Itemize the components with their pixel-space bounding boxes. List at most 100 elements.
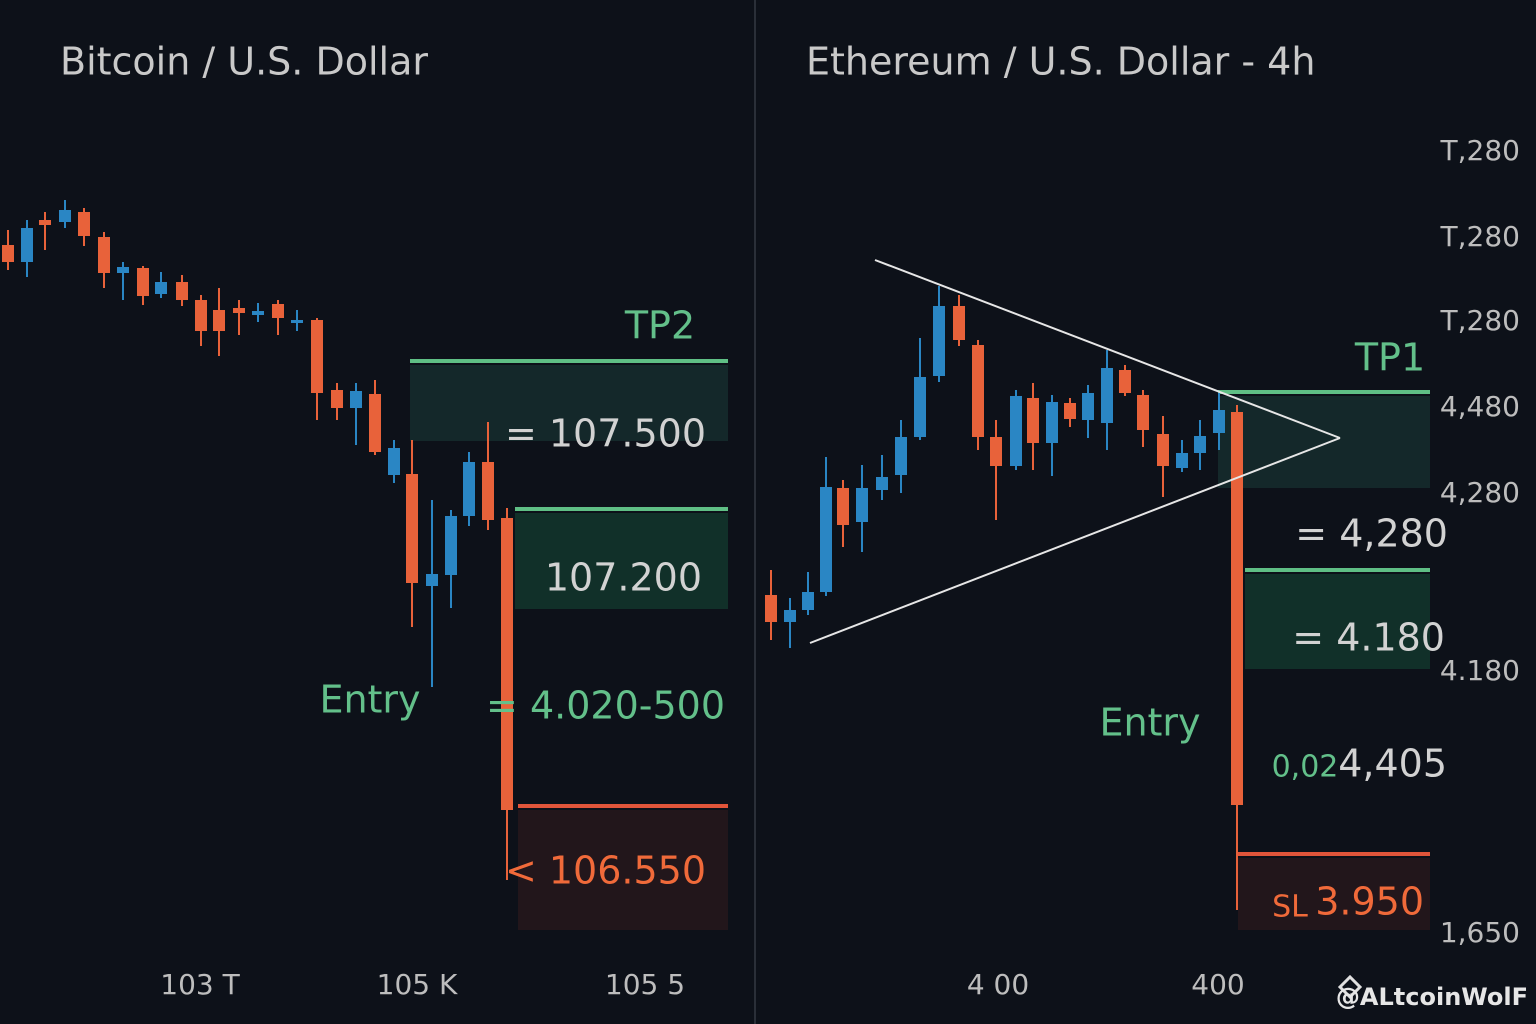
candle (1157, 416, 1169, 497)
tp-level: = 107.500 (505, 412, 706, 456)
candle (1231, 405, 1243, 910)
candle (1137, 390, 1149, 447)
candle-body (388, 448, 400, 475)
candle-body (98, 237, 110, 273)
candle (78, 208, 90, 246)
candle-body (350, 391, 362, 408)
candle-body (972, 345, 984, 437)
candle (445, 510, 457, 608)
candle-body (933, 306, 945, 376)
candle-body (1064, 403, 1076, 419)
candle-body (463, 462, 475, 516)
candle-body (856, 488, 868, 522)
x-label: 103 T (160, 968, 240, 1001)
candle (1101, 350, 1113, 450)
candle (59, 200, 71, 228)
candle (972, 340, 984, 450)
candle (1213, 393, 1225, 450)
candle (388, 440, 400, 483)
candle-body (1213, 410, 1225, 433)
candle-body (914, 377, 926, 437)
candle-body (1082, 393, 1094, 420)
candle (990, 420, 1002, 520)
candle (802, 572, 814, 615)
candle-body (1137, 395, 1149, 430)
candle-body (876, 477, 888, 490)
entry-label: Entry (319, 678, 420, 722)
tp-label: TP1 (1354, 336, 1425, 380)
candle-body (39, 220, 51, 225)
candle-body (482, 462, 494, 520)
candle-body (990, 437, 1002, 466)
zones (410, 359, 1430, 930)
candle (331, 383, 343, 420)
candle-body (331, 390, 343, 408)
candle-body (291, 320, 303, 323)
candle (406, 440, 418, 627)
candle (426, 500, 438, 687)
candle-body (426, 574, 438, 586)
candle-body (1101, 368, 1113, 423)
candle (837, 480, 849, 547)
candle (21, 220, 33, 277)
tp-label: TP2 (624, 304, 695, 348)
candle (176, 275, 188, 306)
candle (933, 286, 945, 382)
candle-body (59, 210, 71, 222)
tp-zone (410, 365, 728, 441)
candle (1176, 440, 1188, 472)
candle (482, 422, 494, 530)
candle-body (1046, 402, 1058, 443)
candle (1194, 420, 1206, 470)
x-label: 105 5 (605, 968, 685, 1001)
candle (117, 262, 129, 300)
candle-body (176, 282, 188, 300)
sl-label: SL (1272, 890, 1308, 925)
y-label: T,280 (1440, 304, 1520, 337)
candle (876, 455, 888, 500)
candle-body (837, 488, 849, 525)
candle (1119, 365, 1131, 396)
candle-body (155, 282, 167, 294)
candle-body (21, 228, 33, 262)
triangle-upper (874, 259, 1341, 439)
candle (856, 465, 868, 552)
candle (765, 570, 777, 640)
candle (291, 310, 303, 331)
candle-body (953, 306, 965, 340)
x-label: 105 K (377, 968, 458, 1001)
candle-body (895, 437, 907, 475)
candle (501, 508, 513, 880)
candle-body (195, 300, 207, 331)
sl-level: < 106.550 (505, 849, 706, 893)
entry-label: Entry (1099, 701, 1200, 745)
candle (350, 383, 362, 445)
candle-body (78, 212, 90, 236)
candle (1027, 383, 1039, 470)
candle-body (272, 304, 284, 318)
candle-body (1231, 412, 1243, 805)
y-label: 4.180 (1440, 654, 1520, 687)
entry-zone (1245, 574, 1430, 669)
y-axis: T,280 T,280 T,280 4,480 4,280 4.180 1,650 (1440, 134, 1520, 949)
candle-body (1010, 396, 1022, 466)
candle (195, 295, 207, 346)
candle-body (1157, 434, 1169, 466)
candle (252, 303, 264, 322)
sl-zone (518, 810, 728, 930)
candle (463, 452, 475, 526)
candle-body (1176, 453, 1188, 468)
candle-body (252, 311, 264, 315)
candle (233, 300, 245, 335)
candle-body (369, 394, 381, 452)
candle (137, 266, 149, 305)
candle (895, 420, 907, 493)
y-label: T,280 (1440, 220, 1520, 253)
candle (369, 380, 381, 455)
tp-zone (1218, 396, 1430, 488)
candle-body (1027, 398, 1039, 443)
entry-level: 4,405 (1338, 742, 1447, 786)
candle (784, 598, 796, 648)
sl-level: 3.950 (1315, 880, 1424, 924)
